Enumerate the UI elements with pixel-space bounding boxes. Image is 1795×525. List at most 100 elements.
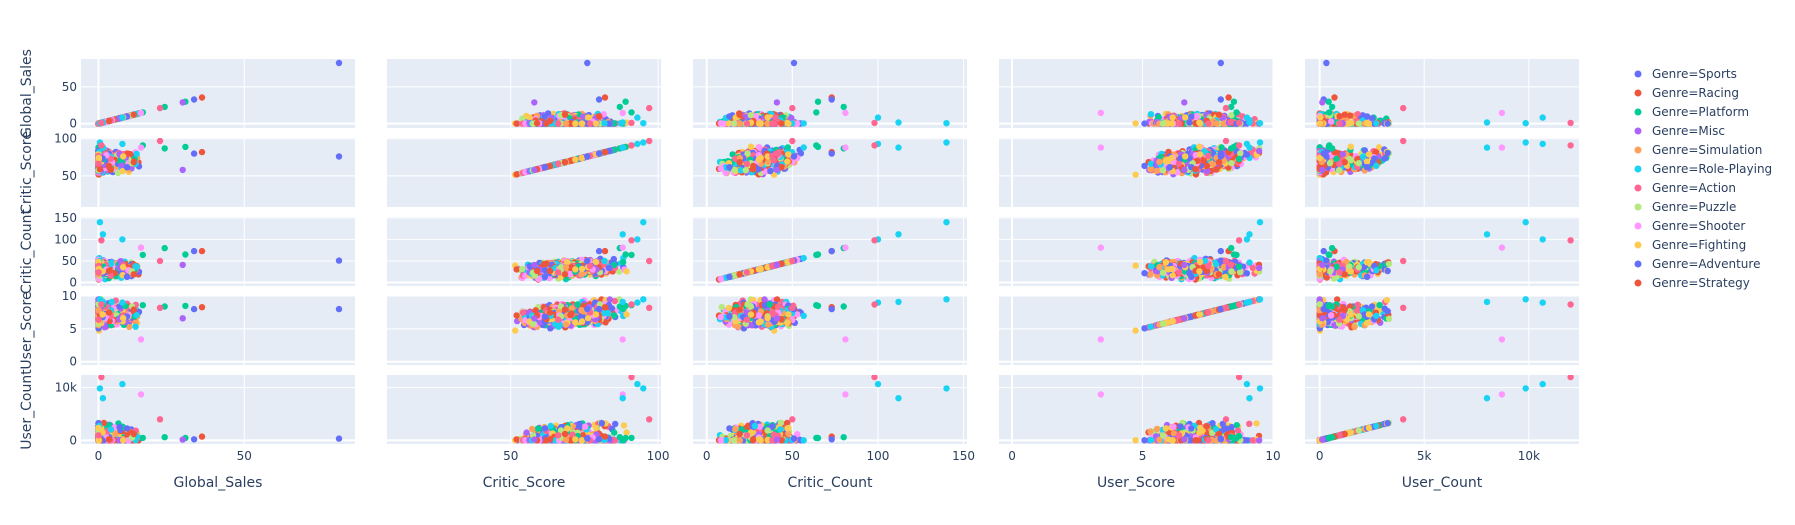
data-point[interactable] — [572, 120, 579, 127]
data-point[interactable] — [1365, 120, 1373, 127]
data-point[interactable] — [1328, 118, 1335, 125]
data-point[interactable] — [137, 109, 145, 117]
data-point[interactable] — [546, 117, 554, 125]
data-point[interactable] — [198, 94, 206, 101]
data-point[interactable] — [562, 120, 570, 127]
data-point[interactable] — [119, 114, 126, 121]
data-point[interactable] — [179, 99, 186, 106]
data-point[interactable] — [105, 117, 113, 125]
data-point[interactable] — [533, 120, 541, 127]
data-point[interactable] — [743, 120, 751, 127]
data-point[interactable] — [601, 94, 609, 101]
data-point[interactable] — [1147, 111, 1155, 118]
data-point[interactable] — [1498, 109, 1506, 117]
data-point[interactable] — [130, 111, 137, 118]
data-point[interactable] — [646, 104, 653, 112]
data-point[interactable] — [1363, 113, 1371, 120]
data-point[interactable] — [1168, 120, 1176, 127]
data-point[interactable] — [579, 113, 587, 120]
data-point[interactable] — [1217, 59, 1225, 67]
data-point[interactable] — [1097, 109, 1105, 117]
data-point[interactable] — [1483, 119, 1491, 126]
data-point[interactable] — [156, 104, 164, 112]
data-point[interactable] — [619, 109, 626, 117]
panel-Global_Sales-vs-User_Count[interactable] — [1305, 59, 1579, 128]
data-point[interactable] — [842, 109, 849, 117]
data-point[interactable] — [1522, 120, 1529, 127]
data-point[interactable] — [788, 114, 795, 122]
data-point[interactable] — [1328, 103, 1336, 111]
data-point[interactable] — [561, 111, 569, 118]
data-point[interactable] — [871, 119, 878, 127]
data-point[interactable] — [622, 98, 629, 105]
data-point[interactable] — [584, 114, 592, 121]
data-point[interactable] — [592, 120, 600, 127]
data-point[interactable] — [1368, 115, 1376, 122]
data-point[interactable] — [1539, 114, 1546, 121]
data-point[interactable] — [1256, 120, 1264, 127]
panel-Global_Sales-vs-Critic_Count[interactable] — [693, 59, 967, 128]
data-point[interactable] — [1193, 112, 1200, 120]
data-point[interactable] — [1217, 96, 1225, 103]
data-point[interactable] — [752, 112, 759, 120]
data-point[interactable] — [586, 120, 594, 127]
data-point[interactable] — [513, 120, 520, 127]
data-point[interactable] — [814, 98, 822, 105]
data-point[interactable] — [1227, 118, 1235, 126]
data-point[interactable] — [1235, 119, 1243, 127]
panel-Global_Sales-vs-Critic_Score[interactable] — [387, 59, 661, 128]
panel-Global_Sales-vs-Global_Sales[interactable] — [81, 59, 355, 128]
data-point[interactable] — [584, 59, 591, 67]
data-point[interactable] — [1196, 119, 1203, 126]
data-point[interactable] — [1230, 98, 1238, 105]
data-point[interactable] — [1325, 98, 1332, 105]
data-point[interactable] — [190, 96, 198, 103]
data-point[interactable] — [1400, 104, 1407, 112]
data-point[interactable] — [1159, 120, 1167, 127]
data-point[interactable] — [616, 103, 623, 111]
data-point[interactable] — [634, 114, 641, 121]
data-point[interactable] — [757, 120, 764, 127]
data-point[interactable] — [1213, 120, 1220, 127]
data-point[interactable] — [526, 114, 533, 121]
data-point[interactable] — [790, 59, 798, 67]
data-point[interactable] — [531, 99, 538, 106]
data-point[interactable] — [1132, 120, 1139, 127]
panel-Global_Sales-vs-User_Score[interactable] — [999, 59, 1274, 128]
data-point[interactable] — [789, 104, 796, 112]
data-point[interactable] — [764, 114, 771, 121]
data-point[interactable] — [1331, 94, 1338, 101]
data-point[interactable] — [895, 119, 902, 126]
data-point[interactable] — [1373, 120, 1380, 127]
data-point[interactable] — [1228, 103, 1235, 111]
data-point[interactable] — [1222, 104, 1230, 112]
data-point[interactable] — [98, 119, 105, 127]
data-point[interactable] — [736, 111, 743, 118]
data-point[interactable] — [1346, 112, 1354, 119]
data-point[interactable] — [778, 120, 785, 127]
data-point[interactable] — [1186, 119, 1193, 126]
data-point[interactable] — [640, 120, 647, 127]
data-point[interactable] — [769, 120, 776, 127]
data-point[interactable] — [1169, 114, 1176, 121]
data-point[interactable] — [717, 120, 724, 127]
data-point[interactable] — [773, 99, 781, 106]
data-point[interactable] — [555, 120, 562, 127]
data-point[interactable] — [1182, 114, 1189, 121]
data-point[interactable] — [335, 59, 343, 67]
data-point[interactable] — [595, 113, 603, 120]
data-point[interactable] — [747, 112, 754, 119]
data-point[interactable] — [628, 109, 635, 116]
data-point[interactable] — [578, 120, 586, 127]
data-point[interactable] — [828, 96, 835, 103]
data-point[interactable] — [1246, 119, 1253, 126]
data-point[interactable] — [1181, 99, 1188, 106]
data-point[interactable] — [1317, 114, 1324, 121]
data-point[interactable] — [1326, 109, 1333, 116]
data-point[interactable] — [736, 120, 744, 127]
data-point[interactable] — [731, 120, 738, 127]
data-point[interactable] — [1243, 114, 1251, 121]
data-point[interactable] — [1188, 113, 1195, 120]
data-point[interactable] — [1233, 109, 1240, 116]
data-point[interactable] — [1155, 114, 1162, 121]
